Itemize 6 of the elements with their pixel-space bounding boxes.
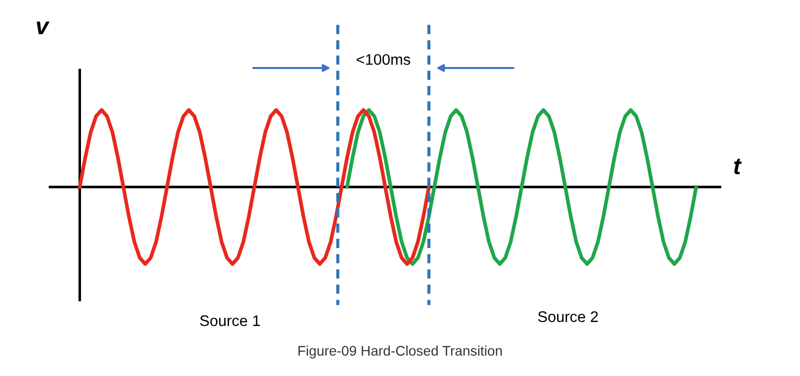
text: Figure-09 Hard-Closed Transition <box>298 346 502 358</box>
source-note: Source 2 <box>538 311 598 322</box>
source-note: Source 1 <box>200 315 260 326</box>
text: <100ms <box>356 54 410 65</box>
x-axis-title: t <box>734 158 742 174</box>
y-axis-title: v <box>36 22 50 34</box>
